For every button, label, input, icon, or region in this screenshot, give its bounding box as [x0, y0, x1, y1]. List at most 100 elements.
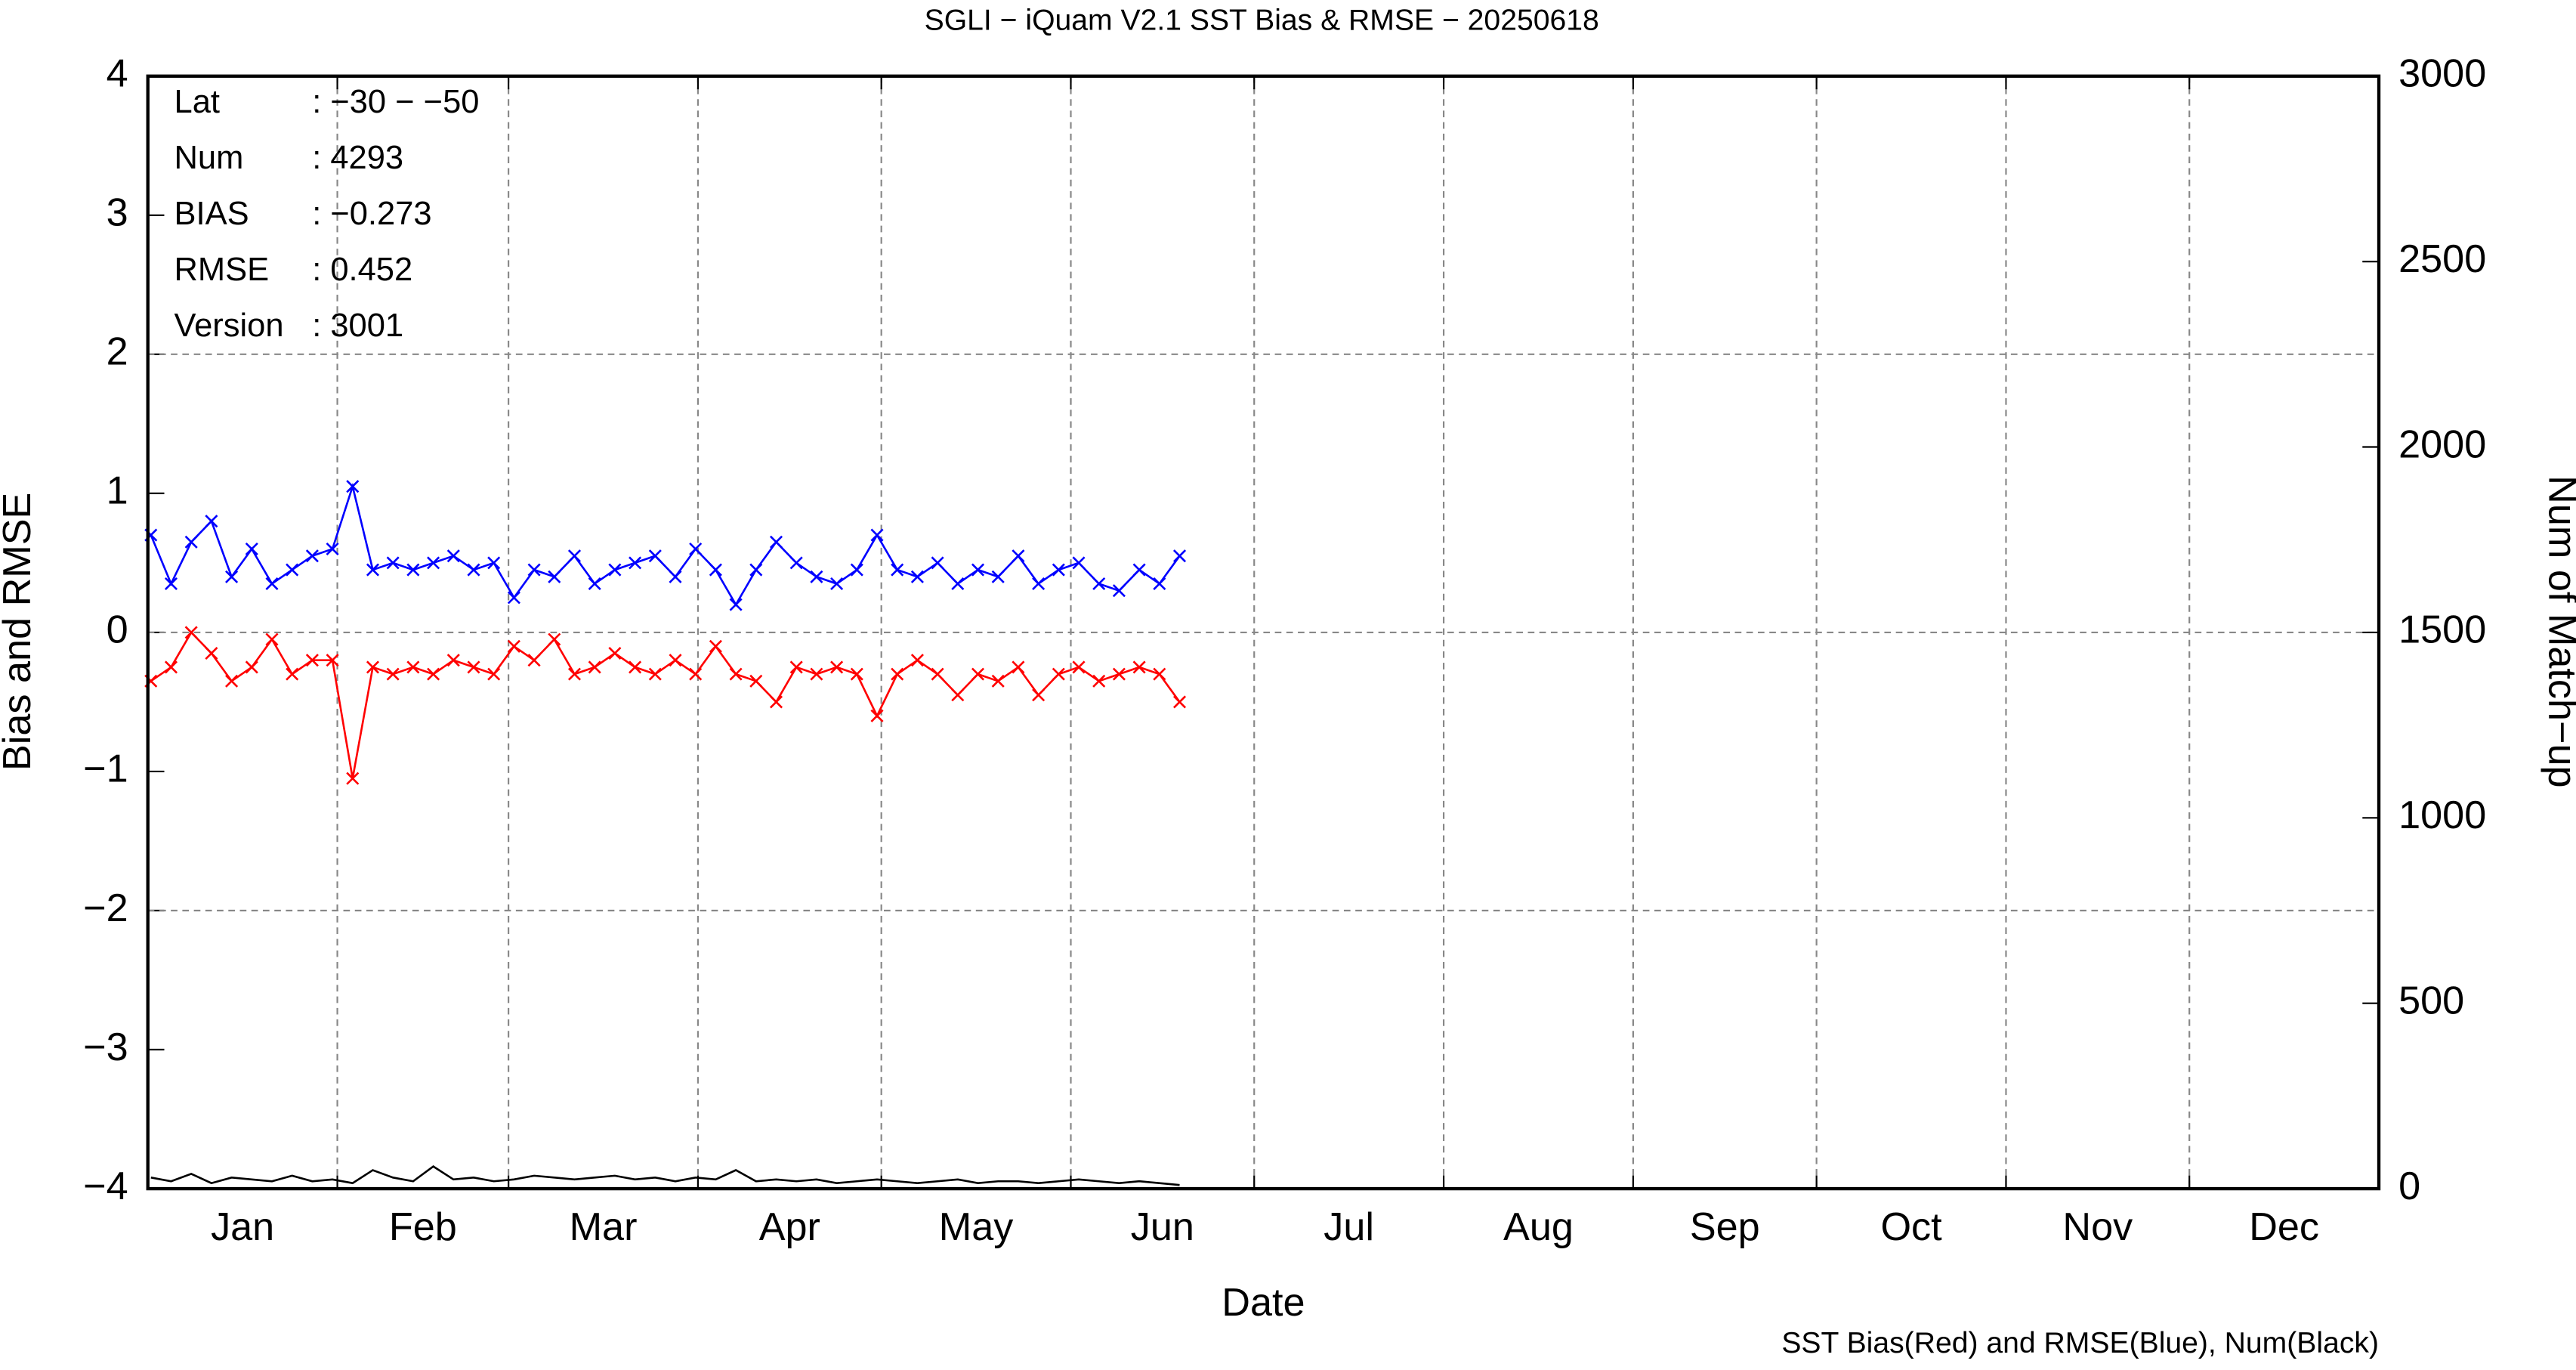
plot-frame [146, 74, 2381, 1191]
marker [225, 674, 239, 688]
marker [971, 563, 985, 577]
marker [709, 639, 722, 653]
marker [588, 577, 601, 591]
marker [1072, 556, 1086, 570]
marker [567, 549, 582, 563]
series-line [150, 482, 1181, 607]
series-line [150, 1165, 1180, 1186]
marker [164, 577, 178, 591]
marker [265, 577, 279, 591]
y2-tick-label: 3000 [2398, 52, 2486, 96]
marker [588, 660, 601, 674]
stat-value: : −0.273 [312, 196, 431, 232]
marker [749, 563, 763, 577]
marker [971, 667, 985, 681]
marker [527, 654, 541, 667]
marker [870, 528, 884, 542]
marker [184, 626, 198, 639]
marker [326, 654, 339, 667]
y-tick-label: 0 [107, 608, 128, 652]
marker [891, 563, 904, 577]
marker [910, 570, 924, 583]
marker [951, 688, 965, 702]
marker [406, 563, 420, 577]
y2-tick-label: 2000 [2398, 422, 2486, 466]
marker [1052, 563, 1065, 577]
marker [225, 570, 239, 583]
marker [1153, 577, 1166, 591]
marker [366, 563, 380, 577]
x-tick-label: Nov [2062, 1205, 2133, 1249]
marker [245, 542, 258, 556]
marker [669, 570, 682, 583]
y-tick-label: −2 [83, 886, 128, 930]
marker [810, 667, 823, 681]
marker [830, 577, 844, 591]
y2-tick-label: 1500 [2398, 608, 2486, 652]
marker [648, 667, 662, 681]
marker [507, 591, 520, 605]
x-tick-label: Apr [759, 1205, 820, 1249]
stat-label: BIAS [175, 196, 249, 232]
x-tick-label: May [939, 1205, 1014, 1249]
marker [446, 549, 460, 563]
marker [1072, 660, 1086, 674]
x-tick-label: Dec [2249, 1205, 2319, 1249]
marker [386, 556, 400, 570]
marker [487, 667, 501, 681]
y2-axis-label: Num of Match−up [2540, 475, 2576, 787]
y-tick-label: −1 [83, 747, 128, 791]
y2-tick-label: 2500 [2398, 237, 2486, 281]
marker [729, 667, 743, 681]
stat-label: Version [175, 308, 284, 344]
marker [446, 654, 460, 667]
stat-value: : 4293 [312, 140, 403, 176]
x-tick-label: Jun [1131, 1205, 1194, 1249]
marker [991, 674, 1005, 688]
marker [729, 598, 743, 611]
marker [1092, 674, 1106, 688]
marker [910, 654, 924, 667]
marker [648, 549, 662, 563]
marker [991, 570, 1005, 583]
x-tick-label: Oct [1880, 1205, 1942, 1249]
stat-label: Num [175, 140, 244, 176]
marker [346, 772, 360, 785]
series-line [150, 630, 1181, 779]
marker [1032, 577, 1046, 591]
marker [527, 563, 541, 577]
stat-value: : −30 − −50 [312, 84, 479, 120]
marker [567, 667, 582, 681]
marker [629, 660, 642, 674]
marker [184, 535, 198, 549]
marker [467, 660, 480, 674]
marker [850, 667, 863, 681]
marker [305, 549, 319, 563]
y2-tick-label: 0 [2398, 1164, 2420, 1208]
marker [769, 695, 783, 709]
marker [164, 660, 178, 674]
marker [467, 563, 480, 577]
footer-note: SST Bias(Red) and RMSE(Blue), Num(Black) [1781, 1327, 2379, 1359]
x-tick-label: Feb [389, 1205, 457, 1249]
marker [951, 577, 965, 591]
marker [870, 709, 884, 722]
marker [810, 570, 823, 583]
marker [1012, 549, 1025, 563]
x-tick-label: Jul [1324, 1205, 1374, 1249]
y2-tick-label: 500 [2398, 979, 2464, 1022]
x-tick-label: Sep [1690, 1205, 1760, 1249]
marker [427, 556, 440, 570]
marker [1132, 563, 1146, 577]
y-tick-label: 2 [107, 330, 128, 374]
marker [1172, 695, 1187, 709]
stat-value: : 3001 [312, 308, 403, 344]
marker [1153, 667, 1166, 681]
marker [931, 556, 944, 570]
y-tick-label: 4 [107, 52, 128, 96]
marker [789, 660, 803, 674]
x-tick-label: Aug [1503, 1205, 1574, 1249]
marker [406, 660, 420, 674]
